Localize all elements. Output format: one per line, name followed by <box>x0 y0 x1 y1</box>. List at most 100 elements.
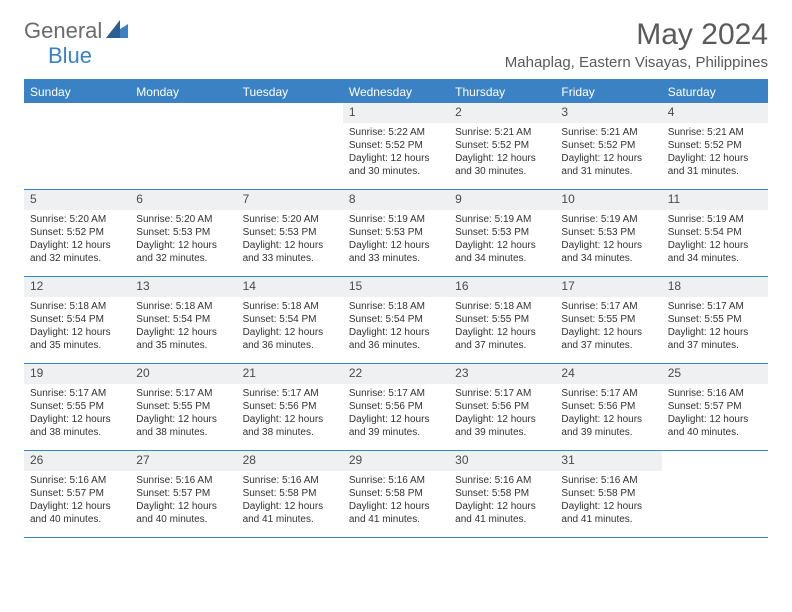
dow-friday: Friday <box>555 81 661 103</box>
day-cell: 29Sunrise: 5:16 AMSunset: 5:58 PMDayligh… <box>343 451 449 537</box>
day-body: Sunrise: 5:16 AMSunset: 5:57 PMDaylight:… <box>24 471 130 530</box>
day-cell: 26Sunrise: 5:16 AMSunset: 5:57 PMDayligh… <box>24 451 130 537</box>
sunrise-text: Sunrise: 5:17 AM <box>455 387 549 400</box>
day-number: 11 <box>662 190 768 210</box>
sunrise-text: Sunrise: 5:18 AM <box>30 300 124 313</box>
day-body: Sunrise: 5:17 AMSunset: 5:55 PMDaylight:… <box>24 384 130 443</box>
sunset-text: Sunset: 5:54 PM <box>668 226 762 239</box>
day-cell: 27Sunrise: 5:16 AMSunset: 5:57 PMDayligh… <box>130 451 236 537</box>
calendar: Sunday Monday Tuesday Wednesday Thursday… <box>24 79 768 538</box>
day-number: 23 <box>449 364 555 384</box>
sunset-text: Sunset: 5:57 PM <box>30 487 124 500</box>
sunrise-text: Sunrise: 5:21 AM <box>455 126 549 139</box>
day-cell: 22Sunrise: 5:17 AMSunset: 5:56 PMDayligh… <box>343 364 449 450</box>
daylight-text: Daylight: 12 hours and 37 minutes. <box>455 326 549 352</box>
day-number: 31 <box>555 451 661 471</box>
day-body: Sunrise: 5:17 AMSunset: 5:55 PMDaylight:… <box>555 297 661 356</box>
daylight-text: Daylight: 12 hours and 38 minutes. <box>243 413 337 439</box>
week-row: 19Sunrise: 5:17 AMSunset: 5:55 PMDayligh… <box>24 364 768 451</box>
logo-triangle-icon <box>106 18 128 44</box>
day-cell: 7Sunrise: 5:20 AMSunset: 5:53 PMDaylight… <box>237 190 343 276</box>
dow-wednesday: Wednesday <box>343 81 449 103</box>
sunrise-text: Sunrise: 5:17 AM <box>243 387 337 400</box>
day-number: 8 <box>343 190 449 210</box>
day-cell: 13Sunrise: 5:18 AMSunset: 5:54 PMDayligh… <box>130 277 236 363</box>
sunset-text: Sunset: 5:53 PM <box>349 226 443 239</box>
day-body: Sunrise: 5:19 AMSunset: 5:54 PMDaylight:… <box>662 210 768 269</box>
day-body: Sunrise: 5:18 AMSunset: 5:54 PMDaylight:… <box>237 297 343 356</box>
day-number: 29 <box>343 451 449 471</box>
daylight-text: Daylight: 12 hours and 41 minutes. <box>243 500 337 526</box>
daylight-text: Daylight: 12 hours and 36 minutes. <box>243 326 337 352</box>
day-number: 15 <box>343 277 449 297</box>
sunrise-text: Sunrise: 5:21 AM <box>561 126 655 139</box>
daylight-text: Daylight: 12 hours and 32 minutes. <box>136 239 230 265</box>
day-number: 30 <box>449 451 555 471</box>
weeks-container: 1Sunrise: 5:22 AMSunset: 5:52 PMDaylight… <box>24 103 768 538</box>
day-number: 17 <box>555 277 661 297</box>
week-row: 5Sunrise: 5:20 AMSunset: 5:52 PMDaylight… <box>24 190 768 277</box>
day-body: Sunrise: 5:21 AMSunset: 5:52 PMDaylight:… <box>662 123 768 182</box>
day-number: 9 <box>449 190 555 210</box>
day-cell: 14Sunrise: 5:18 AMSunset: 5:54 PMDayligh… <box>237 277 343 363</box>
day-body: Sunrise: 5:20 AMSunset: 5:52 PMDaylight:… <box>24 210 130 269</box>
day-number: 4 <box>662 103 768 123</box>
day-body: Sunrise: 5:18 AMSunset: 5:54 PMDaylight:… <box>343 297 449 356</box>
day-cell: 11Sunrise: 5:19 AMSunset: 5:54 PMDayligh… <box>662 190 768 276</box>
sunrise-text: Sunrise: 5:18 AM <box>455 300 549 313</box>
daylight-text: Daylight: 12 hours and 39 minutes. <box>349 413 443 439</box>
sunset-text: Sunset: 5:52 PM <box>455 139 549 152</box>
daylight-text: Daylight: 12 hours and 34 minutes. <box>455 239 549 265</box>
sunset-text: Sunset: 5:53 PM <box>561 226 655 239</box>
daylight-text: Daylight: 12 hours and 40 minutes. <box>136 500 230 526</box>
sunrise-text: Sunrise: 5:16 AM <box>561 474 655 487</box>
sunset-text: Sunset: 5:53 PM <box>243 226 337 239</box>
daylight-text: Daylight: 12 hours and 38 minutes. <box>30 413 124 439</box>
daylight-text: Daylight: 12 hours and 32 minutes. <box>30 239 124 265</box>
day-cell <box>130 103 236 189</box>
day-body: Sunrise: 5:21 AMSunset: 5:52 PMDaylight:… <box>555 123 661 182</box>
sunset-text: Sunset: 5:56 PM <box>561 400 655 413</box>
day-body: Sunrise: 5:20 AMSunset: 5:53 PMDaylight:… <box>237 210 343 269</box>
day-number: 1 <box>343 103 449 123</box>
sunrise-text: Sunrise: 5:17 AM <box>561 387 655 400</box>
sunset-text: Sunset: 5:52 PM <box>561 139 655 152</box>
sunrise-text: Sunrise: 5:19 AM <box>455 213 549 226</box>
day-body: Sunrise: 5:16 AMSunset: 5:58 PMDaylight:… <box>449 471 555 530</box>
sunrise-text: Sunrise: 5:18 AM <box>243 300 337 313</box>
day-number <box>237 103 343 107</box>
sunset-text: Sunset: 5:52 PM <box>668 139 762 152</box>
daylight-text: Daylight: 12 hours and 34 minutes. <box>668 239 762 265</box>
sunset-text: Sunset: 5:56 PM <box>243 400 337 413</box>
logo-text-blue: Blue <box>48 43 92 68</box>
daylight-text: Daylight: 12 hours and 30 minutes. <box>455 152 549 178</box>
day-body: Sunrise: 5:16 AMSunset: 5:58 PMDaylight:… <box>237 471 343 530</box>
day-body: Sunrise: 5:17 AMSunset: 5:56 PMDaylight:… <box>555 384 661 443</box>
day-number: 21 <box>237 364 343 384</box>
dow-thursday: Thursday <box>449 81 555 103</box>
location-subtitle: Mahaplag, Eastern Visayas, Philippines <box>505 54 768 71</box>
day-number: 26 <box>24 451 130 471</box>
day-body: Sunrise: 5:18 AMSunset: 5:54 PMDaylight:… <box>130 297 236 356</box>
day-cell: 12Sunrise: 5:18 AMSunset: 5:54 PMDayligh… <box>24 277 130 363</box>
sunset-text: Sunset: 5:53 PM <box>455 226 549 239</box>
day-body: Sunrise: 5:19 AMSunset: 5:53 PMDaylight:… <box>449 210 555 269</box>
day-body: Sunrise: 5:19 AMSunset: 5:53 PMDaylight:… <box>343 210 449 269</box>
daylight-text: Daylight: 12 hours and 33 minutes. <box>349 239 443 265</box>
sunrise-text: Sunrise: 5:16 AM <box>243 474 337 487</box>
day-body: Sunrise: 5:16 AMSunset: 5:57 PMDaylight:… <box>662 384 768 443</box>
day-cell: 18Sunrise: 5:17 AMSunset: 5:55 PMDayligh… <box>662 277 768 363</box>
day-cell: 3Sunrise: 5:21 AMSunset: 5:52 PMDaylight… <box>555 103 661 189</box>
day-cell: 20Sunrise: 5:17 AMSunset: 5:55 PMDayligh… <box>130 364 236 450</box>
day-body: Sunrise: 5:18 AMSunset: 5:55 PMDaylight:… <box>449 297 555 356</box>
day-cell: 6Sunrise: 5:20 AMSunset: 5:53 PMDaylight… <box>130 190 236 276</box>
sunrise-text: Sunrise: 5:19 AM <box>561 213 655 226</box>
day-body: Sunrise: 5:17 AMSunset: 5:56 PMDaylight:… <box>237 384 343 443</box>
sunrise-text: Sunrise: 5:17 AM <box>349 387 443 400</box>
logo-text-general: General <box>24 18 102 44</box>
sunset-text: Sunset: 5:54 PM <box>136 313 230 326</box>
daylight-text: Daylight: 12 hours and 41 minutes. <box>561 500 655 526</box>
sunrise-text: Sunrise: 5:17 AM <box>668 300 762 313</box>
day-cell: 8Sunrise: 5:19 AMSunset: 5:53 PMDaylight… <box>343 190 449 276</box>
sunset-text: Sunset: 5:55 PM <box>136 400 230 413</box>
